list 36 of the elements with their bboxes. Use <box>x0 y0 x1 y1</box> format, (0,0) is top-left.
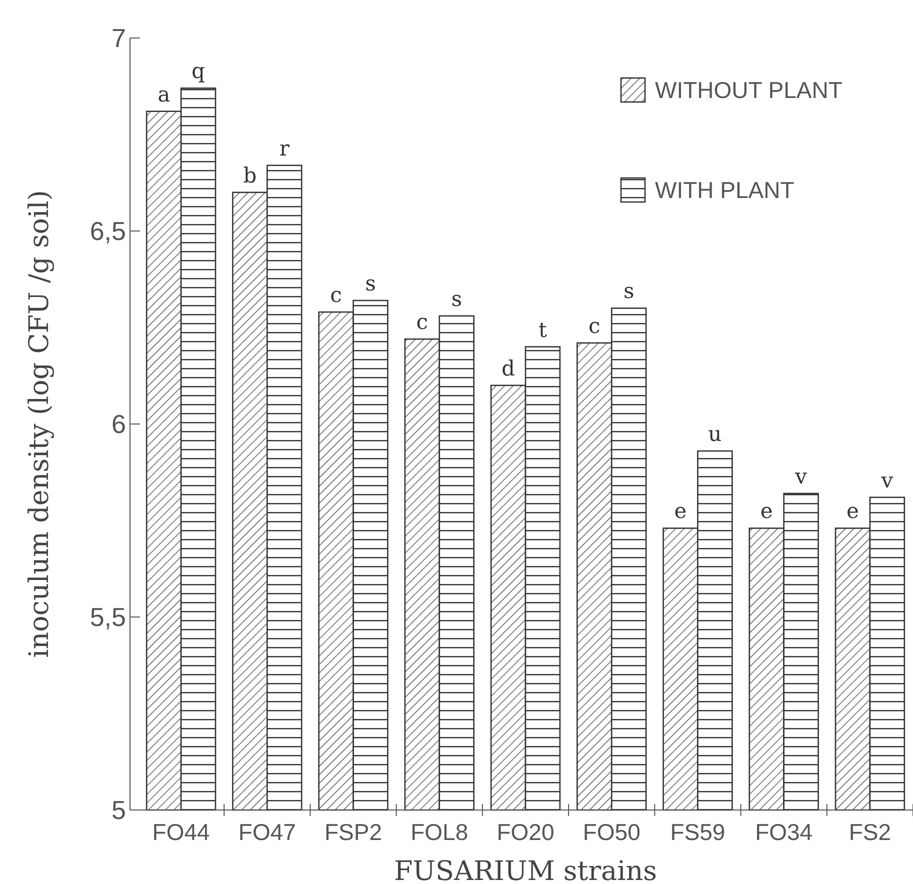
data-label: s <box>365 271 376 296</box>
legend-label: WITH PLANT <box>655 177 794 204</box>
data-label: c <box>330 283 342 308</box>
x-tick-label: FS59 <box>670 819 726 845</box>
x-axis-title: FUSARIUM strains <box>394 856 658 884</box>
data-label: v <box>880 468 894 492</box>
y-axis-title: inoculum density (log CFU /g soil) <box>24 190 55 658</box>
x-tick-label: FS2 <box>848 819 892 845</box>
y-tick-label: 6 <box>112 409 126 440</box>
x-tick-label: FOL8 <box>410 819 468 845</box>
data-label: e <box>674 499 687 524</box>
data-label: b <box>243 163 257 188</box>
data-label: s <box>451 286 462 311</box>
data-label: v <box>794 464 808 488</box>
data-label: c <box>416 310 428 334</box>
x-tick-label: FO20 <box>496 819 554 845</box>
x-tick-label: FO47 <box>238 819 296 845</box>
data-label: u <box>708 422 722 446</box>
data-label: r <box>279 136 290 160</box>
x-tick-label: FO44 <box>152 819 210 845</box>
data-label: c <box>588 314 600 338</box>
legend-label: WITHOUT PLANT <box>655 77 842 104</box>
data-label: s <box>623 279 634 304</box>
y-tick-label: 6,5 <box>90 216 126 246</box>
x-tick-label: FSP2 <box>324 819 382 845</box>
data-label: a <box>158 82 170 106</box>
y-tick-label: 7 <box>112 23 126 54</box>
y-tick-label: 5 <box>112 795 126 826</box>
data-label: t <box>538 318 548 342</box>
data-label: e <box>846 499 859 524</box>
x-tick-label: FO50 <box>582 819 640 845</box>
y-tick-label: 5,5 <box>90 602 126 632</box>
data-label: e <box>760 499 773 524</box>
x-tick-label: FO34 <box>755 819 813 845</box>
data-label: q <box>192 59 206 84</box>
data-label: d <box>502 356 516 380</box>
